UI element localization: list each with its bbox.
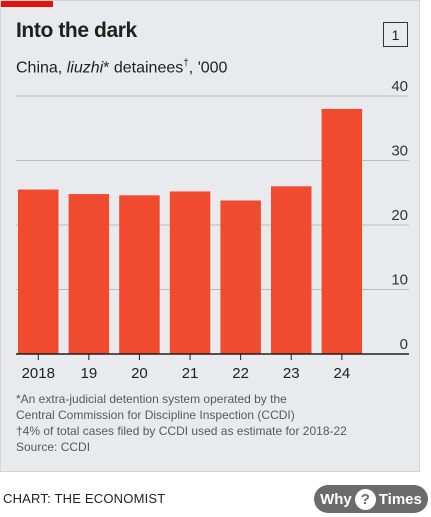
footnote-line-3: †4% of total cases filed by CCDI used as… — [16, 424, 347, 438]
bar-23 — [271, 186, 312, 354]
footnote-line-1: *An extra-judicial detention system oper… — [16, 392, 287, 406]
chart-title: Into the dark — [16, 19, 137, 42]
question-mark-icon: ? — [354, 488, 376, 510]
whytimes-logo: Why ? Times — [314, 485, 428, 513]
chart-card: Into the dark China, liuzhi* detainees†,… — [0, 0, 420, 472]
subtitle-suffix: , '000 — [188, 59, 228, 77]
x-tick-label-24: 24 — [334, 365, 351, 382]
bar-chart: 0 10 20 30 40 2018 19 20 21 22 23 24 — [16, 78, 409, 382]
x-tick-label-22: 22 — [232, 365, 249, 382]
bar-2018 — [18, 189, 59, 354]
y-tick-label-30: 30 — [391, 143, 408, 160]
subtitle-italic-term: liuzhi — [66, 59, 104, 77]
x-tick-label-23: 23 — [283, 365, 300, 382]
chart-subtitle: China, liuzhi* detainees†, '000 — [16, 58, 227, 77]
brand-red-tab — [1, 1, 53, 7]
chart-credit: CHART: THE ECONOMIST — [3, 491, 166, 506]
bar-24 — [321, 108, 363, 355]
footnote-line-2: Central Commission for Discipline Inspec… — [16, 408, 295, 422]
subtitle-middle: * detainees — [103, 59, 184, 77]
x-tick-label-19: 19 — [81, 365, 98, 382]
bar-21 — [169, 191, 211, 354]
bar-22 — [220, 200, 261, 354]
x-tick-label-21: 21 — [182, 365, 199, 382]
source-line: Source: CCDI — [16, 440, 91, 454]
chart-number-badge: 1 — [383, 22, 408, 47]
x-tick-label-2018: 2018 — [22, 365, 55, 382]
y-tick-label-20: 20 — [391, 207, 408, 224]
x-tick-label-20: 20 — [131, 365, 148, 382]
subtitle-dagger: † — [183, 58, 189, 69]
subtitle-prefix: China, — [16, 59, 67, 77]
bar-20 — [119, 195, 160, 354]
y-tick-label-40: 40 — [391, 78, 408, 95]
bar-19 — [68, 194, 110, 354]
logo-left-text: Why — [320, 490, 352, 508]
y-tick-label-0: 0 — [400, 336, 408, 353]
y-tick-label-10: 10 — [391, 272, 408, 289]
logo-right-text: Times — [378, 490, 422, 508]
